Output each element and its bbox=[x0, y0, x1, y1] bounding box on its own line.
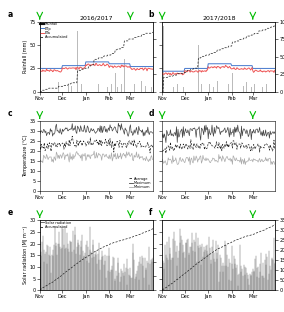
Text: c: c bbox=[8, 109, 13, 118]
Bar bbox=[77, 31, 78, 92]
Bar bbox=[117, 87, 118, 92]
Bar bbox=[145, 86, 146, 92]
Text: e: e bbox=[8, 208, 13, 217]
Bar bbox=[228, 84, 229, 92]
Bar bbox=[266, 84, 267, 92]
Bar bbox=[141, 80, 142, 92]
Bar bbox=[209, 84, 210, 92]
Bar bbox=[107, 87, 108, 92]
Text: b: b bbox=[149, 10, 154, 19]
Y-axis label: Temperature (°C): Temperature (°C) bbox=[23, 135, 28, 177]
Bar bbox=[111, 84, 112, 92]
Bar bbox=[232, 73, 233, 92]
Bar bbox=[258, 80, 259, 92]
Bar bbox=[134, 84, 135, 92]
Text: a: a bbox=[8, 10, 13, 19]
Bar bbox=[124, 59, 125, 92]
Text: f: f bbox=[149, 208, 152, 217]
Bar bbox=[221, 86, 222, 92]
Bar bbox=[251, 87, 252, 92]
Bar bbox=[115, 73, 116, 92]
Bar bbox=[183, 87, 184, 92]
Bar bbox=[262, 87, 263, 92]
Y-axis label: Solar radiation (MJ m⁻²): Solar radiation (MJ m⁻²) bbox=[23, 226, 28, 284]
Bar bbox=[236, 87, 237, 92]
Bar bbox=[151, 87, 152, 92]
Bar bbox=[163, 27, 164, 92]
Text: d: d bbox=[149, 109, 154, 118]
Bar bbox=[45, 87, 46, 92]
Bar bbox=[177, 84, 178, 92]
Title: 2017/2018: 2017/2018 bbox=[202, 15, 235, 20]
Bar bbox=[254, 84, 255, 92]
Legend: Solar radiation, Accumulated: Solar radiation, Accumulated bbox=[40, 221, 71, 229]
Bar bbox=[58, 82, 59, 92]
Bar bbox=[81, 84, 82, 92]
Bar bbox=[213, 87, 214, 92]
Bar bbox=[94, 64, 95, 92]
Legend: Rainfall, ETp, ETa, Accumulated: Rainfall, ETp, ETa, Accumulated bbox=[40, 22, 68, 39]
Bar bbox=[71, 86, 72, 92]
Bar bbox=[98, 84, 99, 92]
Bar bbox=[198, 45, 199, 92]
Bar bbox=[121, 84, 122, 92]
Bar bbox=[243, 86, 244, 92]
Bar bbox=[173, 87, 174, 92]
Bar bbox=[201, 84, 202, 92]
Y-axis label: Rainfall (mm): Rainfall (mm) bbox=[23, 40, 28, 73]
Bar bbox=[68, 84, 69, 92]
Title: 2016/2017: 2016/2017 bbox=[80, 15, 113, 20]
Bar bbox=[217, 80, 218, 92]
Legend: Average, Maximum, Minimum: Average, Maximum, Minimum bbox=[129, 177, 151, 189]
